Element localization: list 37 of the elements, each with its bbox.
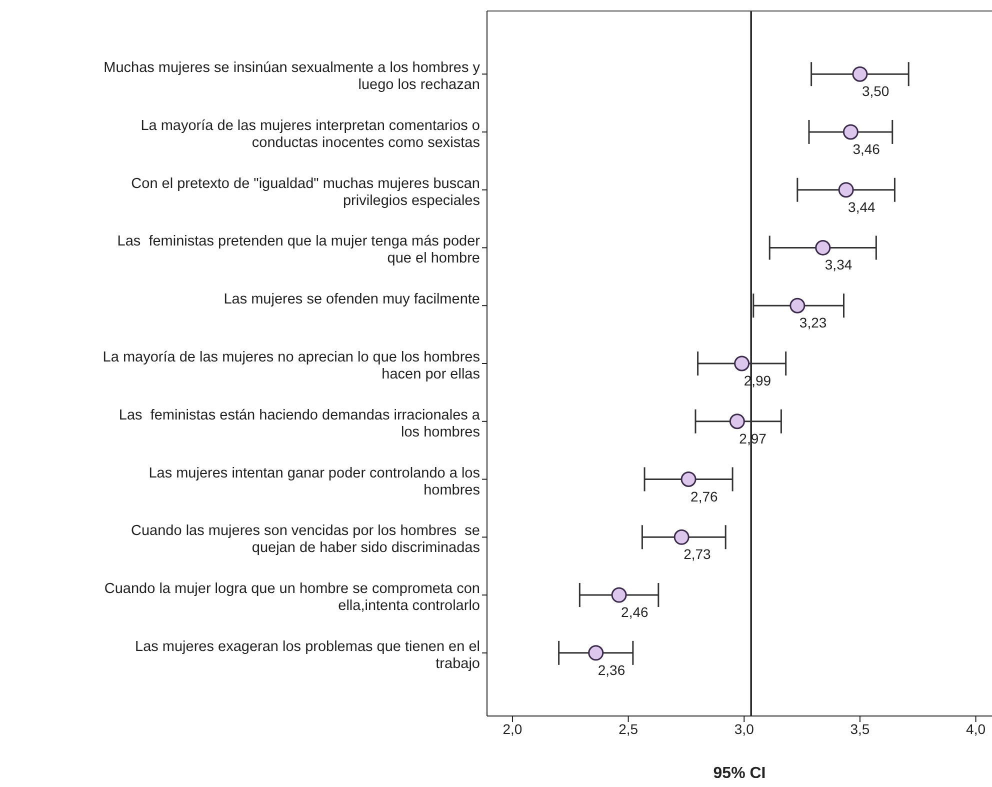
point	[815, 240, 831, 256]
y-tick-label: Cuando las mujeres son vencidas por los hombres se quejan de haber sido discriminadas	[131, 523, 480, 556]
y-tick-label: Las mujeres intentan ganar poder controlando a los hombres	[148, 465, 480, 498]
point	[734, 356, 750, 372]
point	[790, 298, 806, 314]
point	[842, 124, 858, 140]
y-tick-label: Cuando la mujer logra que un hombre se comprometa con ella,intenta controlarlo	[104, 581, 480, 614]
data-label: 2,76	[690, 488, 718, 504]
y-tick-label: Las mujeres se ofenden muy facilmente	[224, 292, 480, 308]
data-label: 2,73	[684, 546, 712, 562]
y-tick-label: Con el pretexto de "igualdad" muchas mujeres buscan privilegios especiales	[131, 176, 480, 209]
point	[680, 472, 696, 488]
data-label: 3,44	[848, 198, 876, 215]
point	[838, 182, 854, 198]
y-tick-label: Las mujeres exageran los problemas que tienen en el trabajo	[135, 638, 480, 672]
data-label: 2,46	[621, 604, 649, 620]
x-tick-label: 4,0	[966, 720, 986, 737]
point	[852, 66, 868, 82]
point	[588, 645, 604, 661]
y-tick-label: Las feministas están haciendo demandas irracionales a los hombres	[118, 407, 481, 440]
data-label: 3,50	[862, 83, 890, 100]
x-tick-label: 2,0	[502, 720, 522, 737]
data-label: 2,36	[598, 662, 626, 678]
x-tick-label: 3,0	[734, 720, 754, 737]
data-label: 3,46	[852, 140, 880, 157]
y-tick-label: La mayoría de las mujeres interpretan comentarios o conductas inocentes como sexistas	[140, 118, 480, 151]
data-label: 3,23	[799, 314, 827, 331]
point	[729, 414, 745, 430]
y-tick-label: Muchas mujeres se insinúan sexualmente a los hombres y luego los rechazan	[104, 60, 481, 94]
y-tick-label: Las feministas pretenden que la mujer tenga más poder que el hombre	[117, 234, 480, 267]
data-label: 3,34	[824, 256, 852, 273]
x-axis-title: 95% CI	[713, 765, 766, 782]
x-tick-label: 2,5	[618, 720, 638, 737]
point	[611, 587, 627, 603]
x-tick-label: 3,5	[850, 720, 870, 737]
point	[674, 529, 690, 545]
y-tick-label: La mayoría de las mujeres no aprecian lo que los hombres hacen por ellas	[102, 350, 480, 382]
